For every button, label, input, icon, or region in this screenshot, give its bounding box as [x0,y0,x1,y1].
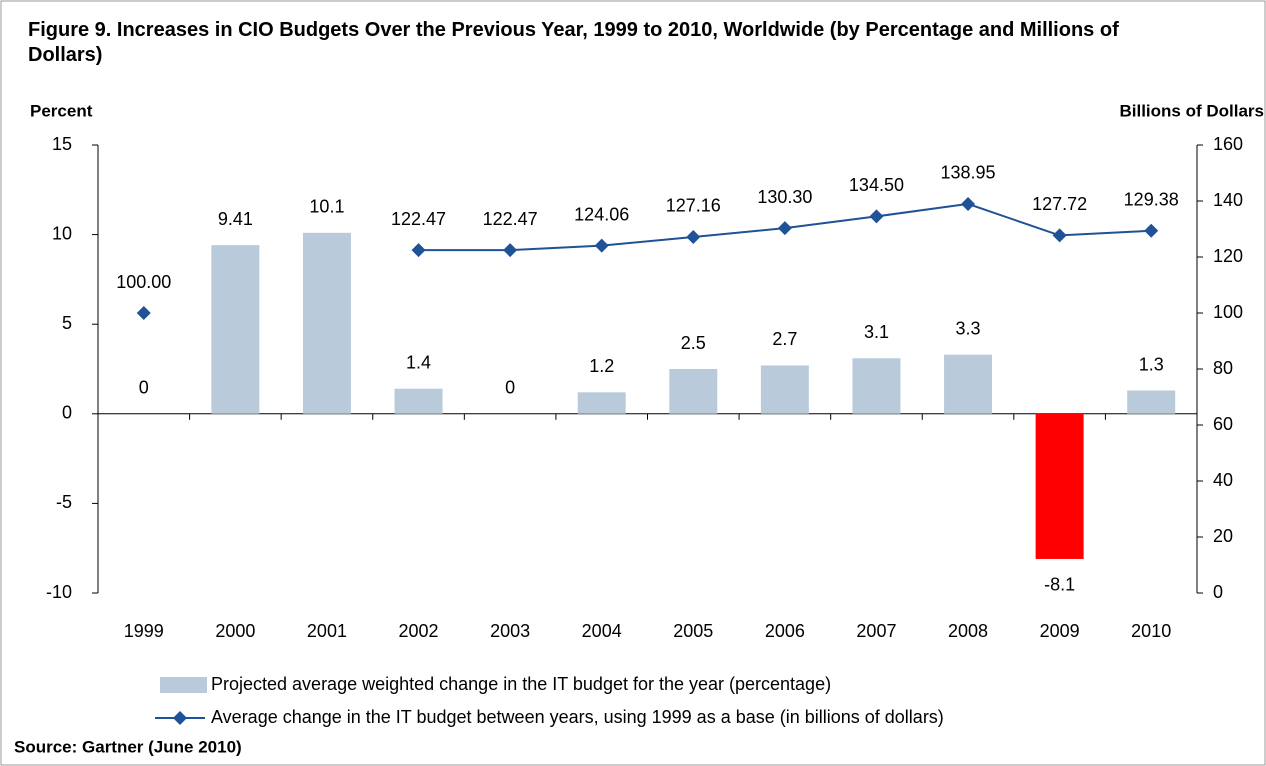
y-tick-label: 15 [52,134,72,154]
x-tick-label: 2005 [673,621,713,641]
y2-tick-label: 80 [1213,358,1233,378]
x-tick-label: 1999 [124,621,164,641]
line-marker [777,221,792,236]
y-tick-label: 10 [52,223,72,243]
y-axis-label: Percent [30,101,93,120]
line-label: 138.95 [941,163,996,183]
x-tick-label: 2007 [856,621,896,641]
line-label: 134.50 [849,175,904,195]
bar-label: 3.3 [956,318,981,338]
source: Source: Gartner (June 2010) [14,737,242,756]
x-tick-label: 2001 [307,621,347,641]
bar-label: 10.1 [309,197,344,217]
y-tick-label: 5 [62,313,72,333]
bar-label: 3.1 [864,322,889,342]
legend-label: Average change in the IT budget between … [211,707,944,727]
line-marker [686,229,701,244]
y2-tick-label: 20 [1213,526,1233,546]
line-label: 127.16 [666,196,721,216]
legend-swatch [160,677,207,693]
line-label: 100.00 [116,272,171,292]
bar [669,369,718,414]
bar [302,232,351,414]
bar-label: 0 [505,378,515,398]
line-marker [503,243,518,258]
legend-marker [173,711,187,725]
bar-label: 1.4 [406,352,431,372]
line-label: 127.72 [1032,194,1087,214]
y2-tick-label: 120 [1213,246,1243,266]
bar [852,358,901,414]
line-marker [411,243,426,258]
bar [577,392,626,414]
x-tick-label: 2004 [582,621,622,641]
x-tick-label: 2009 [1040,621,1080,641]
bar [944,354,993,414]
line-marker [1144,223,1159,238]
legend-label: Projected average weighted change in the… [211,674,831,694]
chart-title: Figure 9. Increases in CIO Budgets Over … [28,19,1119,66]
bar [211,245,260,414]
bar-label: 0 [139,378,149,398]
y-tick-label: -10 [46,582,72,602]
line-marker [961,196,976,211]
line-marker [136,306,151,320]
x-tick-label: 2000 [215,621,255,641]
x-tick-label: 2008 [948,621,988,641]
y2-tick-label: 40 [1213,470,1233,490]
y-tick-label: -5 [56,492,72,512]
bar [760,365,809,414]
bar-label: 2.5 [681,333,706,353]
bar-label: 1.3 [1139,354,1164,374]
y2-tick-label: 100 [1213,302,1243,322]
y2-tick-label: 160 [1213,134,1243,154]
bar-label: -8.1 [1044,575,1075,595]
y-tick-label: 0 [62,403,72,423]
x-tick-label: 2002 [399,621,439,641]
bar [394,388,443,414]
line-label: 122.47 [391,209,446,229]
x-tick-label: 2010 [1131,621,1171,641]
bar-label: 9.41 [218,209,253,229]
line-label: 130.30 [757,187,812,207]
line-marker [594,238,609,253]
line-marker [1052,228,1067,243]
line-marker [869,209,884,224]
line-label: 129.38 [1124,189,1179,209]
y2-tick-label: 60 [1213,414,1233,434]
bar [1035,413,1084,559]
y2-tick-label: 0 [1213,582,1223,602]
bar-label: 2.7 [772,329,797,349]
x-tick-label: 2006 [765,621,805,641]
line-label: 122.47 [483,209,538,229]
y2-axis-label: Billions of Dollars [1119,101,1264,120]
bar [1127,390,1176,414]
y2-tick-label: 140 [1213,190,1243,210]
x-tick-label: 2003 [490,621,530,641]
bar-label: 1.2 [589,356,614,376]
line-label: 124.06 [574,204,629,224]
